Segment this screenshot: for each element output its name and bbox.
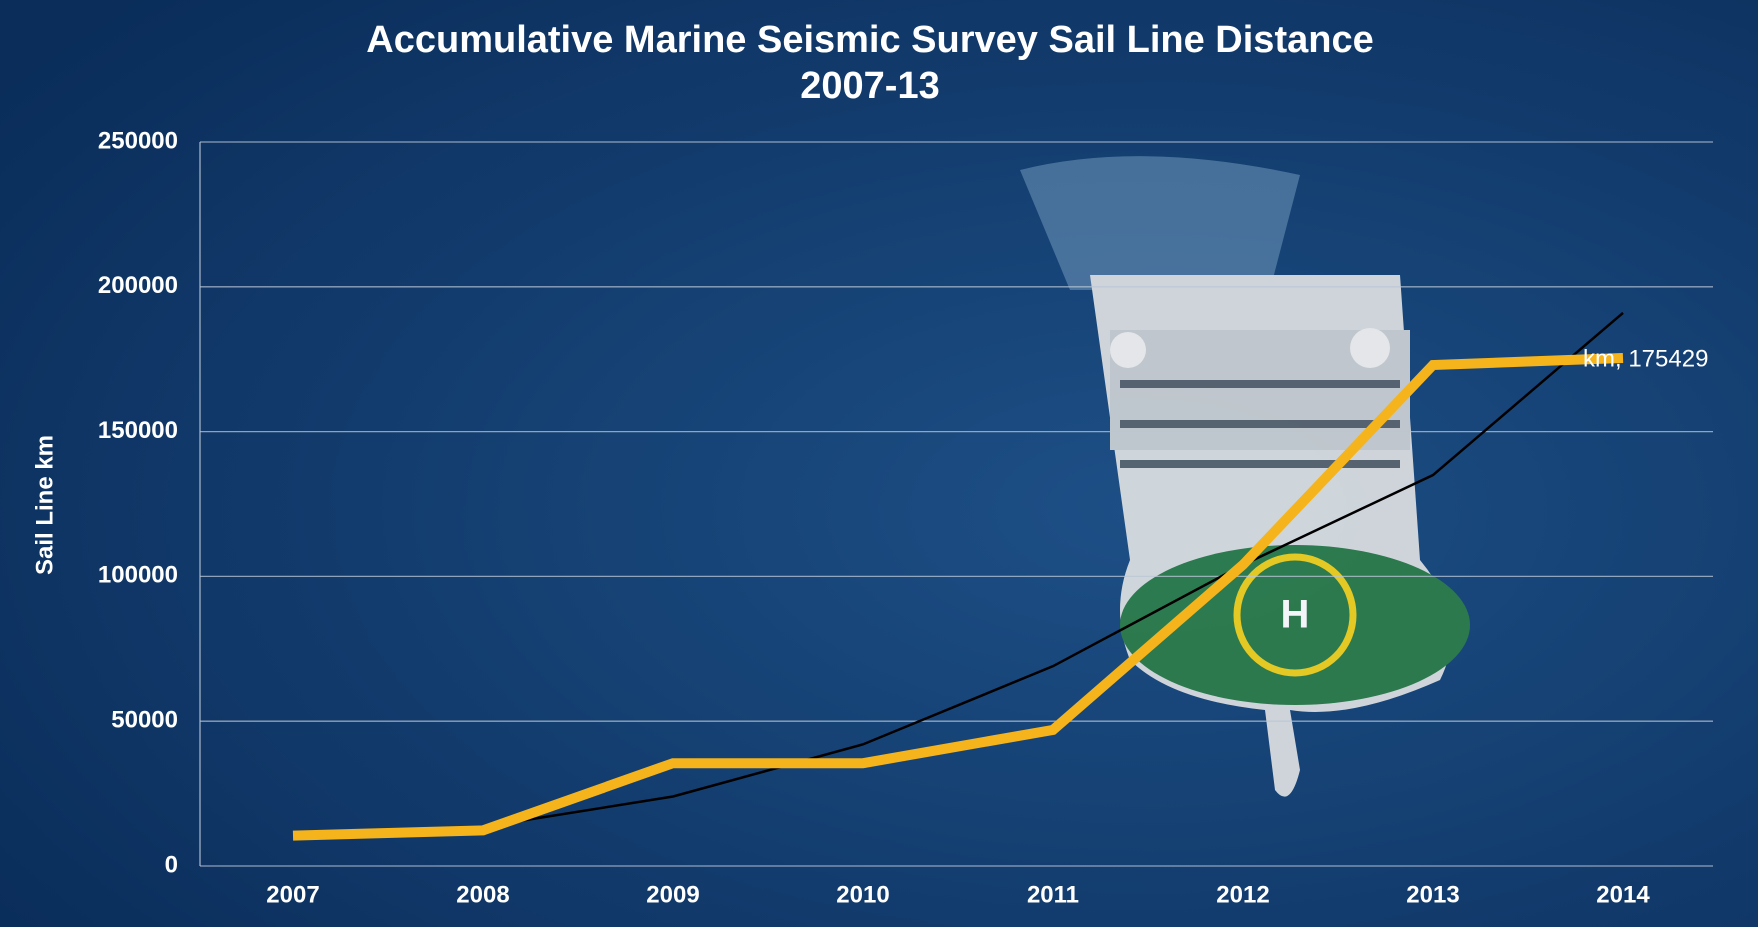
chart-subtitle: 2007-13 (800, 65, 939, 107)
x-tick-label: 2008 (456, 881, 509, 908)
x-tick-label: 2010 (836, 881, 889, 908)
y-tick-label: 200000 (98, 272, 178, 299)
y-tick-label: 150000 (98, 417, 178, 444)
data-line (292, 352, 1624, 841)
chart-title: Accumulative Marine Seismic Survey Sail … (366, 19, 1373, 61)
y-axis-title: Sail Line km (31, 435, 58, 575)
x-tick-label: 2011 (1027, 881, 1079, 908)
y-tick-label: 250000 (98, 127, 178, 154)
y-tick-label: 50000 (111, 707, 178, 734)
data-label: km, 175429 (1583, 345, 1708, 372)
x-tick-label: 2007 (266, 881, 319, 908)
svg-text:H: H (1281, 593, 1310, 637)
x-tick-label: 2014 (1596, 881, 1650, 908)
x-tick-label: 2012 (1216, 881, 1269, 908)
y-tick-label: 100000 (98, 562, 178, 589)
x-tick-label: 2013 (1406, 881, 1459, 908)
y-tick-label: 0 (165, 851, 178, 878)
x-tick-label: 2009 (646, 881, 699, 908)
